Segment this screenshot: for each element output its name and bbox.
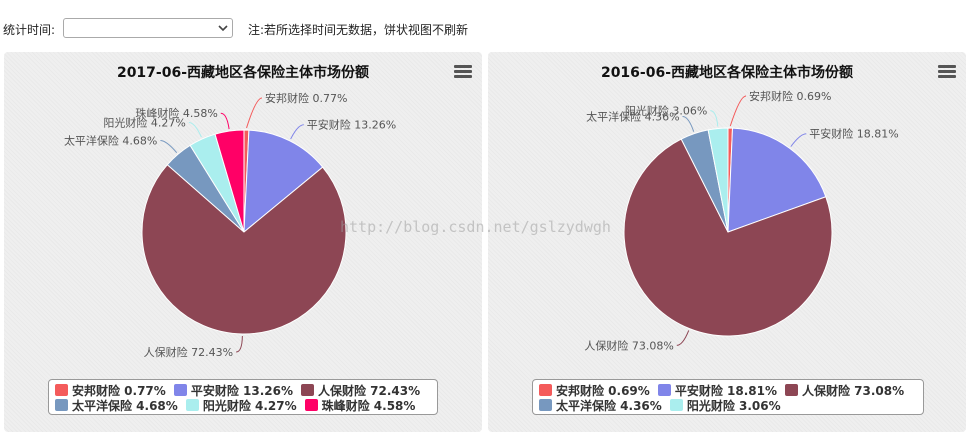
legend-label: 阳光财险 3.06% (686, 399, 781, 413)
chart-legend: 安邦财险 0.77% 平安财险 13.26% 人保财险 72.43% 太平洋保险 4.… (48, 379, 438, 415)
chart-menu-button[interactable] (454, 65, 472, 79)
legend-item[interactable]: 太平洋保险 4.36% (539, 397, 662, 414)
slice-connector (676, 330, 690, 346)
slice-label: 平安财险 18.81% (809, 127, 898, 141)
legend-swatch (173, 384, 187, 396)
legend-item[interactable]: 人保财险 72.43% (300, 382, 421, 399)
legend-row: 安邦财险 0.69% 平安财险 18.81% 人保财险 73.08% (539, 382, 917, 399)
pie-slice[interactable] (243, 129, 324, 234)
slice-label: 人保财险 73.08% (584, 338, 673, 352)
legend-label: 太平洋保险 4.68% (72, 399, 178, 413)
slice-connector (236, 335, 243, 353)
pie-slice[interactable] (707, 127, 729, 233)
legend-swatch (539, 384, 552, 396)
legend-row: 太平洋保险 4.36% 阳光财险 3.06% (539, 397, 917, 414)
chevron-down-icon (218, 25, 228, 32)
pie-slice[interactable] (623, 138, 833, 337)
slice-label: 太平洋保险 4.68% (64, 133, 157, 147)
legend-item[interactable]: 人保财险 73.08% (784, 382, 905, 399)
legend-swatch (300, 384, 314, 396)
chart-title: 2017-06-西藏地区各保险主体市场份额 (116, 65, 370, 81)
legend-row: 安邦财险 0.77% 平安财险 13.26% 人保财险 72.43% (55, 382, 431, 399)
legend-item[interactable]: 阳光财险 4.27% (185, 397, 297, 414)
legend-item[interactable]: 安邦财险 0.69% (539, 382, 650, 399)
slice-label: 阳光财险 3.06% (625, 104, 707, 118)
legend-label: 太平洋保险 4.36% (556, 399, 662, 413)
no-data-note: 注:若所选择时间无数据，饼状视图不刷新 (248, 23, 469, 37)
legend-swatch (55, 399, 68, 411)
legend-swatch (669, 399, 683, 411)
legend-swatch (304, 399, 318, 411)
legend-item[interactable]: 珠峰财险 4.58% (304, 397, 416, 414)
slice-label: 阳光财险 4.27% (103, 116, 185, 130)
slice-connector (246, 97, 263, 129)
legend-swatch (185, 399, 199, 411)
slice-connector (160, 139, 178, 153)
legend-item[interactable]: 阳光财险 3.06% (669, 397, 781, 414)
slice-connector (188, 122, 202, 138)
legend-item[interactable]: 平安财险 18.81% (657, 382, 777, 399)
legend-swatch (539, 399, 552, 411)
legend-label: 人保财险 72.43% (317, 384, 421, 398)
chart-menu-button[interactable] (938, 65, 956, 79)
legend-swatch (784, 384, 798, 396)
legend-label: 平安财险 18.81% (674, 384, 777, 398)
slice-label: 平安财险 13.26% (307, 118, 396, 132)
menu-icon (938, 65, 956, 68)
stat-time-select[interactable] (63, 18, 233, 38)
legend-label: 安邦财险 0.69% (556, 384, 650, 398)
pie-slice[interactable] (141, 163, 347, 335)
slice-connector (290, 124, 304, 140)
menu-icon (454, 65, 472, 68)
slice-label: 太平洋保险 4.36% (586, 110, 679, 124)
slice-label: 安邦财险 0.77% (265, 91, 347, 105)
slice-label: 安邦财险 0.69% (749, 89, 831, 103)
chart-title: 2016-06-西藏地区各保险主体市场份额 (600, 65, 854, 81)
legend-item[interactable]: 太平洋保险 4.68% (55, 397, 178, 414)
legend-label: 人保财险 73.08% (801, 384, 905, 398)
stat-time-label: 统计时间: (3, 23, 56, 37)
legend-label: 安邦财险 0.77% (72, 384, 166, 398)
pie-slice[interactable] (214, 129, 245, 233)
slice-connector (682, 116, 695, 132)
legend-item[interactable]: 安邦财险 0.77% (55, 382, 166, 399)
legend-row: 太平洋保险 4.68% 阳光财险 4.27% 珠峰财险 4.58% (55, 397, 431, 414)
slice-connector (729, 95, 747, 127)
pie-chart-2017: 安邦财险 0.77% 平安财险 13.26% 人保财险 72.43% 太平洋保险 4.… (64, 91, 396, 359)
legend-swatch (55, 384, 68, 396)
slice-label: 人保财险 72.43% (144, 345, 233, 359)
legend-label: 平安财险 13.26% (190, 384, 293, 398)
legend-label: 阳光财险 4.27% (202, 399, 297, 413)
legend-item[interactable]: 平安财险 13.26% (173, 382, 293, 399)
slice-connector (220, 112, 230, 130)
chart-legend: 安邦财险 0.69% 平安财险 18.81% 人保财险 73.08% 太平洋保险 4.… (532, 379, 924, 415)
toolbar: 统计时间: 注:若所选择时间无数据，饼状视图不刷新 (0, 18, 960, 40)
slice-label: 珠峰财险 4.58% (135, 106, 217, 120)
legend-swatch (657, 384, 671, 396)
pie-slice[interactable] (727, 127, 827, 233)
chart-panel-2016: 安邦财险 0.69% 平安财险 18.81% 人保财险 73.08% 太平洋保险 4.… (488, 52, 966, 432)
slice-connector (710, 110, 719, 127)
chart-panel-2017: 安邦财险 0.77% 平安财险 13.26% 人保财险 72.43% 太平洋保险 4.… (4, 52, 482, 432)
pie-chart-2016: 安邦财险 0.69% 平安财险 18.81% 人保财险 73.08% 太平洋保险 4.… (584, 89, 898, 352)
slice-connector (790, 133, 807, 147)
legend-label: 珠峰财险 4.58% (321, 399, 416, 413)
